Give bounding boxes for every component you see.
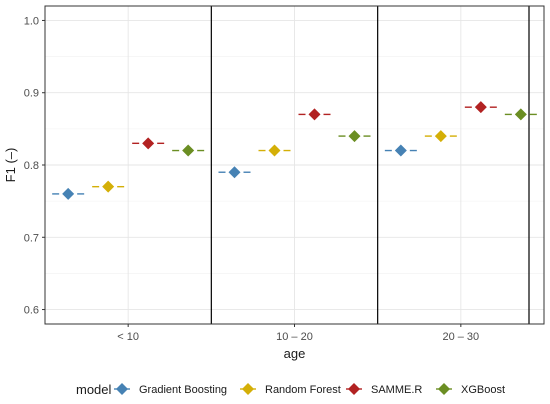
- data-point: [142, 137, 155, 150]
- legend-title: model: [76, 382, 112, 397]
- legend-key-icon: [242, 383, 254, 395]
- data-point: [268, 144, 281, 157]
- x-tick-label: 20 – 30: [442, 331, 479, 343]
- data-point: [182, 144, 195, 157]
- data-point: [102, 180, 115, 193]
- data-point: [514, 108, 527, 121]
- x-axis-title: age: [284, 346, 306, 361]
- legend-label: SAMME.R: [371, 384, 422, 396]
- y-tick-label: 0.7: [24, 232, 39, 244]
- y-tick-label: 1.0: [24, 15, 39, 27]
- x-tick-label: < 10: [117, 331, 139, 343]
- y-axis-title: F1 (–): [3, 148, 18, 183]
- legend-label: Random Forest: [265, 384, 341, 396]
- y-tick-label: 0.9: [24, 88, 39, 100]
- data-point: [348, 130, 361, 143]
- data-point: [394, 144, 407, 157]
- grid-lines: [45, 6, 544, 324]
- legend-label: Gradient Boosting: [139, 384, 227, 396]
- legend-key-icon: [348, 383, 360, 395]
- data-point: [434, 130, 447, 143]
- data-point: [308, 108, 321, 121]
- y-tick-label: 0.8: [24, 160, 39, 172]
- y-axis: 0.6 0.7 0.8 0.9 1.0: [24, 15, 45, 317]
- legend-key-icon: [116, 383, 128, 395]
- category-separators: [210, 6, 530, 324]
- legend-label: XGBoost: [461, 384, 505, 396]
- y-tick-label: 0.6: [24, 305, 39, 317]
- data-point: [62, 187, 75, 200]
- legend: model Gradient Boosting Random Forest SAMM…: [76, 382, 505, 397]
- data-marks: [52, 101, 537, 200]
- data-point: [474, 101, 487, 114]
- legend-key-icon: [438, 383, 450, 395]
- data-point: [228, 166, 241, 179]
- x-axis: < 10 10 – 20 20 – 30: [117, 324, 479, 343]
- x-tick-label: 10 – 20: [276, 331, 313, 343]
